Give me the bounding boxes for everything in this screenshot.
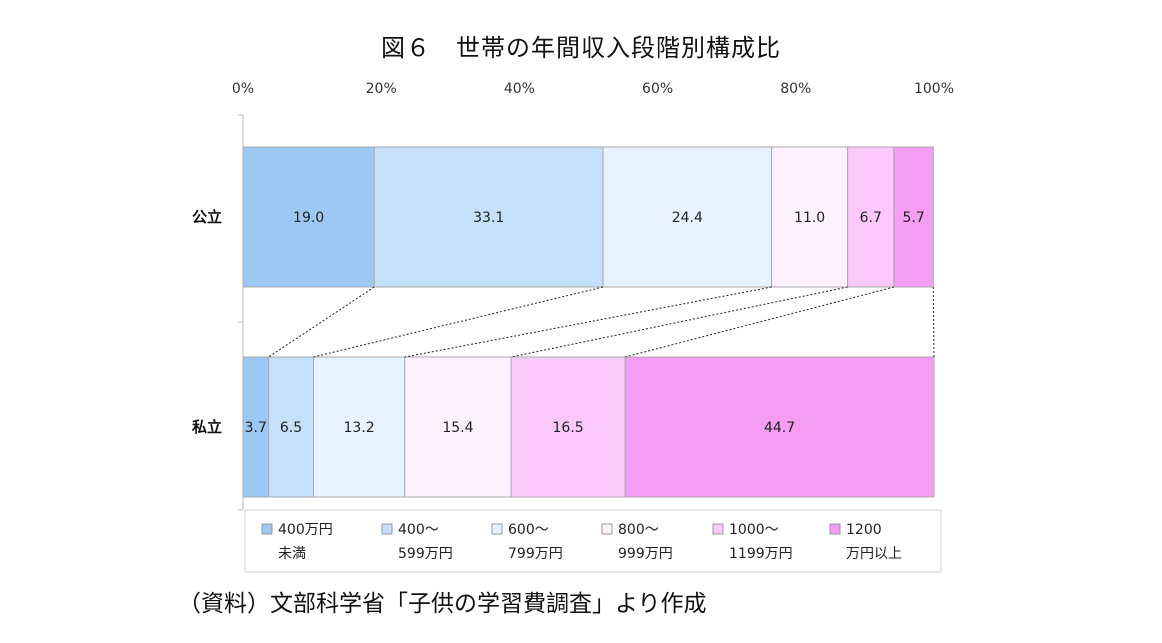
data-label: 6.5 xyxy=(280,420,302,436)
series-connector-line xyxy=(404,286,772,358)
legend-label: 799万円 xyxy=(508,546,563,562)
legend-swatch xyxy=(601,523,613,535)
legend-label: 400万円 xyxy=(278,522,333,538)
legend-label: 1199万円 xyxy=(729,546,793,562)
series-connector-line xyxy=(313,286,604,358)
bar-segment xyxy=(242,146,375,288)
bar-segment xyxy=(373,146,604,288)
legend-swatch xyxy=(261,523,273,535)
legend-label: 600～ xyxy=(508,522,549,538)
data-label: 13.2 xyxy=(344,420,375,436)
data-label: 19.0 xyxy=(293,210,324,226)
bar-segment xyxy=(510,356,626,498)
x-tick-label: 0% xyxy=(232,81,254,97)
bar-segment xyxy=(847,146,895,288)
data-label: 15.4 xyxy=(442,420,473,436)
bar-segment xyxy=(893,146,934,288)
bar-segment xyxy=(312,356,406,498)
legend-label: 1200 xyxy=(846,522,882,538)
legend-swatch xyxy=(829,523,841,535)
x-tick-label: 40% xyxy=(504,81,535,97)
legend-label: 599万円 xyxy=(398,546,453,562)
legend-swatch xyxy=(712,523,724,535)
legend-label: 未満 xyxy=(278,546,306,562)
legend-label: 万円以上 xyxy=(846,546,902,562)
series-connector-line xyxy=(268,286,375,358)
chart-title: 図６ 世帯の年間収入段階別構成比 xyxy=(381,34,781,62)
category-label: 私立 xyxy=(191,418,222,436)
legend-label: 1000～ xyxy=(729,522,779,538)
data-label: 44.7 xyxy=(764,420,795,436)
bar-segment xyxy=(602,146,773,288)
data-label: 5.7 xyxy=(902,210,924,226)
legend-label: 999万円 xyxy=(618,546,673,562)
x-tick-label: 60% xyxy=(642,81,673,97)
series-connector-line xyxy=(511,286,848,358)
x-tick-label: 20% xyxy=(366,81,397,97)
source-note: （資料）文部科学省「子供の学習費調査」より作成 xyxy=(178,591,707,617)
data-label: 16.5 xyxy=(553,420,584,436)
legend-swatch xyxy=(381,523,393,535)
data-label: 24.4 xyxy=(672,210,703,226)
data-label: 3.7 xyxy=(245,420,267,436)
series-connector-line xyxy=(932,286,935,358)
bar-segment xyxy=(404,356,512,498)
bar-segment xyxy=(771,146,849,288)
legend-label: 400～ xyxy=(398,522,439,538)
data-label: 33.1 xyxy=(473,210,504,226)
x-tick-label: 80% xyxy=(780,81,811,97)
legend-box xyxy=(244,509,942,573)
category-label: 公立 xyxy=(192,208,222,226)
data-label: 11.0 xyxy=(794,210,825,226)
legend-swatch xyxy=(491,523,503,535)
bar-segment xyxy=(624,356,935,498)
series-connector-line xyxy=(624,286,895,358)
legend-label: 800～ xyxy=(618,522,659,538)
data-label: 6.7 xyxy=(860,210,882,226)
x-tick-label: 100% xyxy=(914,81,954,97)
